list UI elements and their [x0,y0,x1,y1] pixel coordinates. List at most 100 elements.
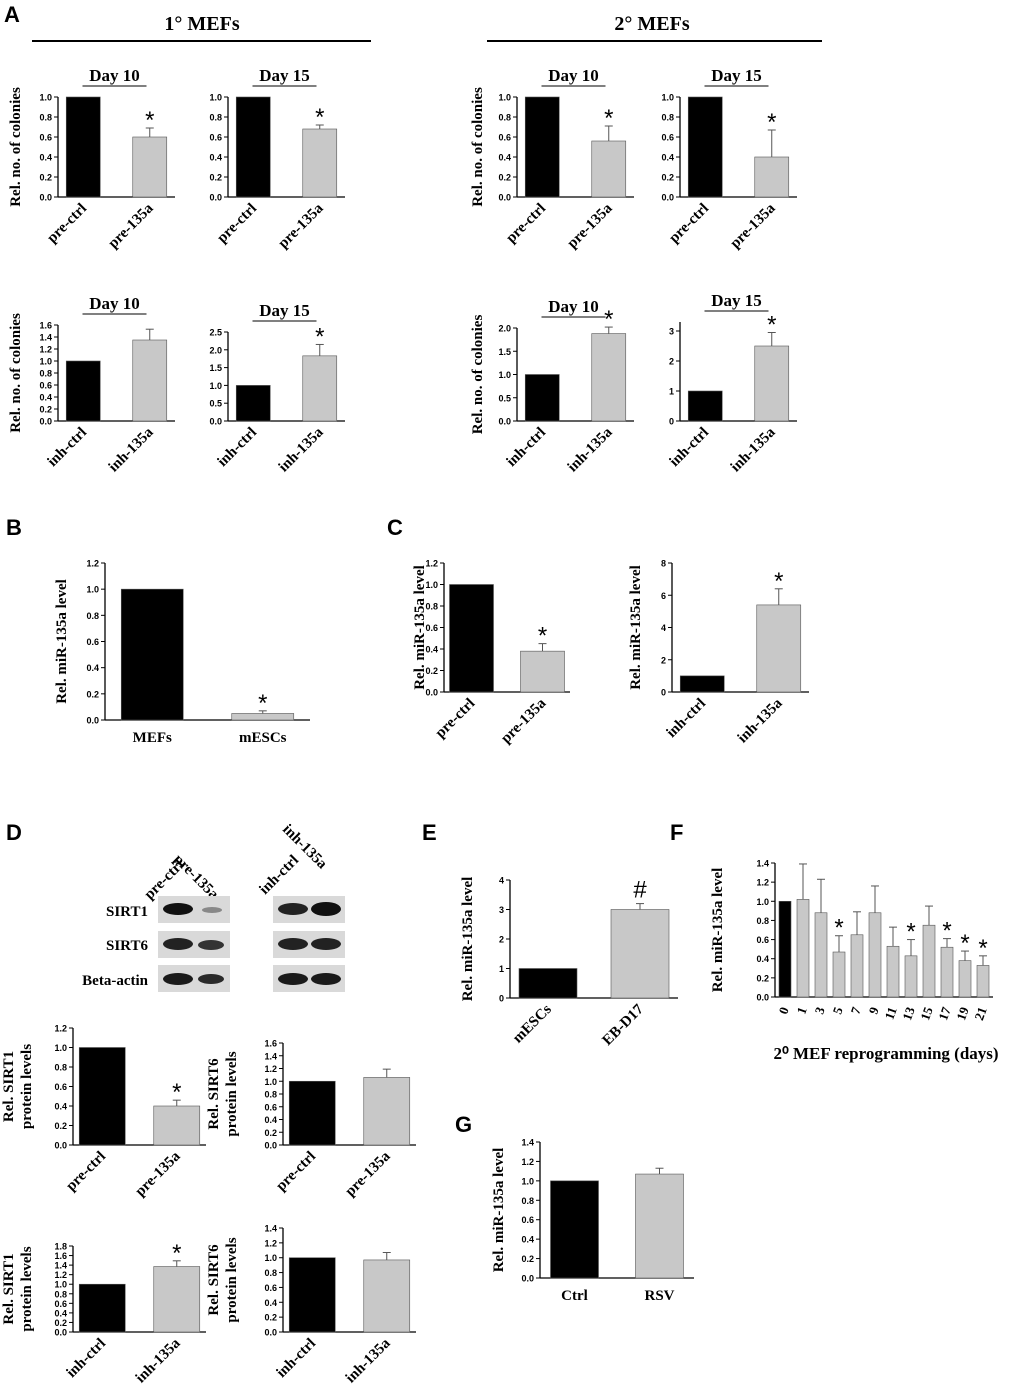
bar [976,965,990,998]
chart-header: Day 10 [89,66,140,85]
category-label: RSV [644,1288,674,1304]
y-tick-label: 0 [661,688,666,698]
bar [524,96,560,198]
y-tick-label: 0.4 [756,954,769,964]
y-tick-label: 1.6 [54,1251,67,1261]
y-tick-label: 0.0 [54,1328,67,1338]
category-label: pre-135a [498,695,550,747]
category-label: 21 [971,1005,990,1022]
y-tick-label: 1.0 [521,1176,534,1186]
category-label: inh-ctrl [667,425,712,470]
significance-mark: * [315,104,324,131]
category-label: pre-ctrl [63,1149,109,1195]
category-label: inh-135a [106,424,157,475]
bar [288,1080,336,1146]
y-tick-label: 3 [499,905,504,915]
y-axis-label: Rel. miR-135a level [460,877,476,1002]
bar [610,909,670,999]
bar [635,1173,684,1279]
y-tick-label: 1.2 [425,559,438,569]
primary-mef-title: 1° MEFs [164,13,239,35]
y-tick-label: 0.0 [39,193,52,203]
y-axis-label: Rel. no. of colonies [470,315,486,435]
category-label: inh-135a [735,695,786,746]
y-axis-label: Rel. SIRT6 [206,1058,222,1130]
y-tick-label: 0.0 [54,1141,67,1151]
blot-row-label-sirt6: SIRT6 [106,938,148,954]
y-tick-label: 1.5 [209,363,222,373]
bar [235,385,271,422]
y-tick-label: 0.0 [425,688,438,698]
bar [65,360,101,422]
y-axis-label: Rel. SIRT1 [1,1051,17,1122]
bar [958,960,972,998]
bar [850,934,864,998]
y-tick-label: 0.0 [521,1274,534,1284]
blot-band [278,938,308,950]
category-label: pre-ctrl [214,201,260,247]
chart-d2: 0.0 0.2 0.4 0.6 0.8 1.0 1.2 1.4 1.6 Rel. SIRT6 pro… [206,1039,416,1200]
y-tick-label: 0 [499,994,504,1004]
y-tick-label: 0.0 [209,193,222,203]
y-tick-label: 1.0 [86,585,99,595]
chart-header: Day 15 [711,66,762,85]
category-label: 17 [935,1004,954,1022]
category-label: pre-ctrl [432,696,478,742]
chart-d3: 0.00.20.40.60.81.01.21.41.61.8 Rel. SIRT1… [1,1240,206,1386]
y-tick-label: 0.8 [209,113,222,123]
category-label: pre-135a [564,200,616,252]
y-tick-label: 3 [669,327,674,337]
significance-mark: * [172,1240,181,1267]
category-label: inh-135a [565,424,616,475]
y-tick-label: 1.0 [54,1043,67,1053]
y-tick-label: 0.2 [39,173,52,183]
y-tick-label: 1.4 [521,1138,534,1148]
y-tick-label: 0.5 [209,399,222,409]
y-tick-label: 1.0 [498,370,511,380]
y-tick-label: 0.6 [661,133,674,143]
y-tick-label: 1.4 [756,859,769,869]
y-tick-label: 1.0 [264,1077,277,1087]
y-axis-label: Rel. no. of colonies [470,87,486,207]
y-tick-label: 0.2 [425,666,438,676]
y-tick-label: 0.4 [39,393,52,403]
y-tick-label: 1.2 [521,1157,534,1167]
y-axis-label: protein levels [224,1237,240,1322]
bar [778,900,792,998]
category-label: inh-ctrl [504,425,549,470]
panel-letter-g: G [455,1112,472,1137]
y-tick-label: 0.6 [54,1299,67,1309]
y-tick-label: 1.4 [264,1224,277,1234]
y-tick-label: 0.6 [498,133,511,143]
f-xlabel: 2⁰ MEF reprogramming (days) [773,1044,998,1063]
significance-mark: * [258,690,267,717]
y-axis-label: protein levels [19,1044,35,1129]
bar [796,899,810,998]
significance-mark: * [604,306,613,333]
blot-band [163,903,193,915]
y-tick-label: 1.0 [498,93,511,103]
bar [132,339,168,422]
y-tick-label: 0.6 [521,1215,534,1225]
category-label: pre-ctrl [273,1149,319,1195]
blot-band [202,907,222,913]
y-tick-label: 0.8 [264,1090,277,1100]
y-tick-label: 1.6 [264,1039,277,1049]
y-tick-label: 0.4 [264,1298,277,1308]
bar [524,374,560,422]
y-tick-label: 0.8 [264,1268,277,1278]
significance-mark: * [978,935,987,962]
y-tick-label: 0.4 [54,1308,67,1318]
significance-mark: * [604,105,613,132]
y-tick-label: 0.4 [425,645,438,655]
category-label: pre-135a [275,200,327,252]
bar [904,955,918,998]
y-tick-label: 2 [669,357,674,367]
y-tick-label: 0.2 [54,1121,67,1131]
blot-row-label-sirt1: SIRT1 [106,904,148,920]
category-label: inh-135a [276,424,327,475]
bar [868,912,882,998]
y-tick-label: 0.6 [86,637,99,647]
category-label: EB-D17 [600,1001,648,1049]
